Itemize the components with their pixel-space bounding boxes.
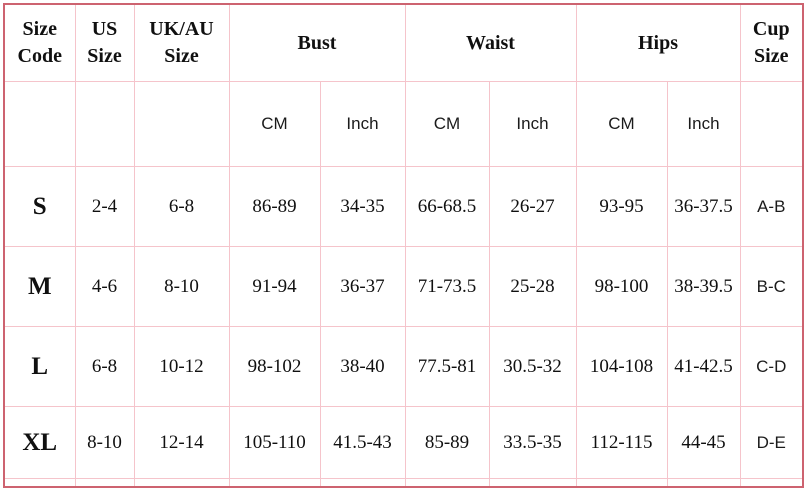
hips-cm-cell: 104-108 (575, 326, 668, 407)
size-code-cell: S (3, 166, 76, 247)
table-row-m: M 4-6 8-10 91-94 36-37 71-73.5 25-28 98-… (3, 246, 804, 327)
col-header-bust: Bust (228, 3, 406, 82)
col-header-waist: Waist (404, 3, 577, 82)
cup-size-cell: A-B (739, 166, 804, 247)
empty-cell (739, 81, 804, 167)
bust-cm-label: CM (228, 81, 321, 167)
waist-inch-cell: 26-27 (488, 166, 577, 247)
size-code-cell: M (3, 246, 76, 327)
us-size-cell: 8-10 (74, 406, 135, 479)
hips-cm-cell: 98-100 (575, 246, 668, 327)
uk-au-size-cell: 10-12 (133, 326, 230, 407)
waist-cm-cell: 71-73.5 (404, 246, 490, 327)
size-chart-table: Size Code US Size UK/AU Size Bust Waist … (3, 3, 804, 488)
bust-cm-cell: 105-110 (228, 406, 321, 479)
waist-cm-cell: 77.5-81 (404, 326, 490, 407)
uk-au-size-cell: 8-10 (133, 246, 230, 327)
table-row-l: L 6-8 10-12 98-102 38-40 77.5-81 30.5-32… (3, 326, 804, 407)
cup-size-cell: C-D (739, 326, 804, 407)
us-size-cell: 4-6 (74, 246, 135, 327)
waist-inch-label: Inch (488, 81, 577, 167)
size-code-cell: L (3, 326, 76, 407)
us-size-cell: 6-8 (74, 326, 135, 407)
col-header-hips: Hips (575, 3, 741, 82)
waist-cm-label: CM (404, 81, 490, 167)
hips-inch-cell: 36-37.5 (666, 166, 741, 247)
hips-inch-cell: 44-45 (666, 406, 741, 479)
uk-au-size-cell: 6-8 (133, 166, 230, 247)
col-header-size-code: Size Code (3, 3, 76, 82)
header-row: Size Code US Size UK/AU Size Bust Waist … (3, 3, 804, 82)
waist-inch-cell: 25-28 (488, 246, 577, 327)
waist-cm-cell: 85-89 (404, 406, 490, 479)
uk-au-size-cell: 12-14 (133, 406, 230, 479)
cup-size-cell: B-C (739, 246, 804, 327)
hips-inch-label: Inch (666, 81, 741, 167)
waist-inch-cell: 33.5-35 (488, 406, 577, 479)
bust-cm-cell: 98-102 (228, 326, 321, 407)
bust-inch-cell: 41.5-43 (319, 406, 406, 479)
table-row-s: S 2-4 6-8 86-89 34-35 66-68.5 26-27 93-9… (3, 166, 804, 247)
col-header-cup-size: Cup Size (739, 3, 804, 82)
waist-cm-cell: 66-68.5 (404, 166, 490, 247)
col-header-us-size: US Size (74, 3, 135, 82)
hips-cm-label: CM (575, 81, 668, 167)
bust-inch-cell: 38-40 (319, 326, 406, 407)
us-size-cell: 2-4 (74, 166, 135, 247)
col-header-uk-au-size: UK/AU Size (133, 3, 230, 82)
size-code-cell: XL (3, 406, 76, 479)
empty-cell (74, 81, 135, 167)
empty-cell (133, 81, 230, 167)
bust-cm-cell: 86-89 (228, 166, 321, 247)
units-row: CM Inch CM Inch CM Inch (3, 81, 804, 167)
bottom-filler-row (3, 478, 804, 488)
bust-inch-cell: 36-37 (319, 246, 406, 327)
bust-cm-cell: 91-94 (228, 246, 321, 327)
waist-inch-cell: 30.5-32 (488, 326, 577, 407)
hips-inch-cell: 38-39.5 (666, 246, 741, 327)
hips-cm-cell: 112-115 (575, 406, 668, 479)
bust-inch-label: Inch (319, 81, 406, 167)
hips-cm-cell: 93-95 (575, 166, 668, 247)
empty-cell (3, 81, 76, 167)
cup-size-cell: D-E (739, 406, 804, 479)
hips-inch-cell: 41-42.5 (666, 326, 741, 407)
table-row-xl: XL 8-10 12-14 105-110 41.5-43 85-89 33.5… (3, 406, 804, 479)
bust-inch-cell: 34-35 (319, 166, 406, 247)
